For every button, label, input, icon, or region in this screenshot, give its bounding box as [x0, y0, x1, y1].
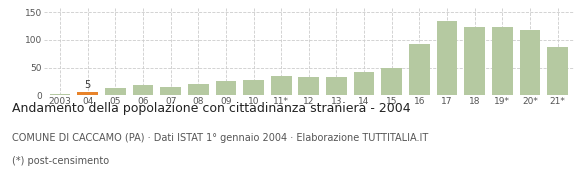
Bar [437, 21, 458, 95]
Text: 5: 5 [85, 80, 91, 90]
Bar [465, 27, 485, 95]
Bar [271, 76, 292, 95]
Bar [326, 77, 347, 95]
Bar [160, 87, 181, 95]
Text: COMUNE DI CACCAMO (PA) · Dati ISTAT 1° gennaio 2004 · Elaborazione TUTTITALIA.IT: COMUNE DI CACCAMO (PA) · Dati ISTAT 1° g… [12, 133, 428, 143]
Bar [548, 47, 568, 95]
Bar [133, 85, 153, 95]
Bar [492, 27, 513, 95]
Text: (*) post-censimento: (*) post-censimento [12, 156, 108, 166]
Bar [409, 44, 430, 95]
Bar [50, 94, 70, 95]
Bar [188, 84, 209, 95]
Bar [77, 92, 98, 95]
Bar [354, 72, 375, 95]
Text: Andamento della popolazione con cittadinanza straniera - 2004: Andamento della popolazione con cittadin… [12, 102, 410, 115]
Bar [299, 77, 319, 95]
Bar [382, 68, 402, 95]
Bar [243, 80, 264, 95]
Bar [216, 81, 236, 95]
Bar [105, 88, 126, 95]
Bar [520, 30, 541, 95]
